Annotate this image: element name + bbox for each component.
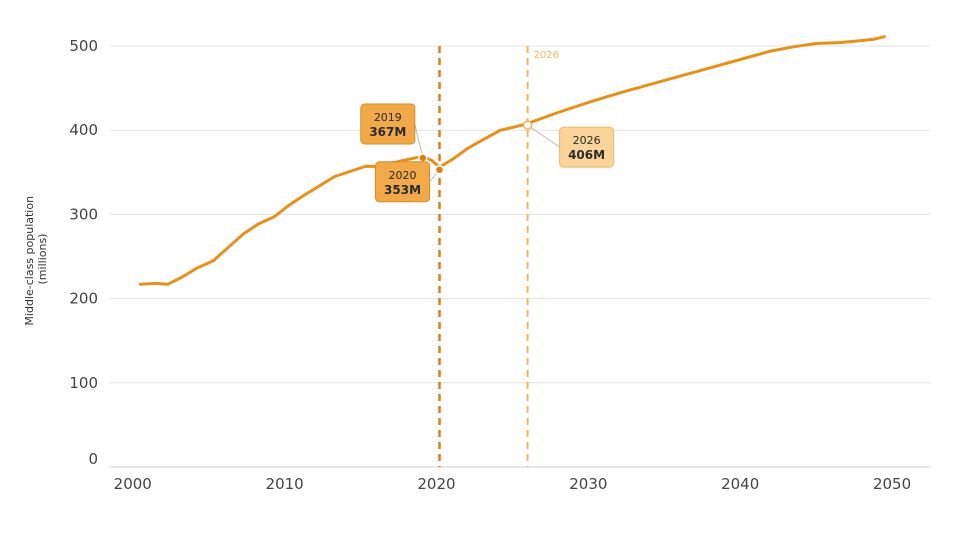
callout-box [360,103,416,145]
y-tick-label: 200 [69,290,98,308]
callout-year: 2020 [389,169,417,182]
reference-line-label: 2026 [534,50,559,61]
x-tick-label: 2000 [114,475,152,493]
series-line [138,35,886,286]
y-tick-label: 0 [88,450,98,468]
callout-leader [414,123,424,159]
x-tick-label: 2050 [873,475,911,493]
callout-box [375,161,431,203]
callout-year: 2026 [573,134,601,147]
y-tick-label: 100 [69,374,98,392]
y-tick-label: 400 [69,121,98,139]
callout-year: 2019 [374,111,402,124]
y-tick-label: 300 [69,205,98,223]
data-point-marker [434,165,445,175]
y-axis-label-line-2: (millions) [36,234,49,285]
y-axis-label-line-1: Middle-class population [23,196,36,326]
reference-lines: 2026 [438,46,559,467]
x-tick-label: 2020 [417,475,455,493]
callout-value: 406M [568,148,605,162]
tick-labels: 0 100 200 300 400 500 2000 2010 2020 2030 2040 2050 [69,37,911,493]
callout-box [559,126,615,168]
gridlines [110,45,930,384]
callout-value: 353M [384,183,421,197]
callout-leader [527,124,560,148]
data-point-marker [522,120,533,130]
series-group [138,35,886,286]
data-point-marker [418,153,428,163]
y-axis-label: Middle-class population (millions) [23,192,49,325]
y-tick-label: 500 [69,37,98,55]
x-tick-label: 2040 [721,475,759,493]
x-tick-label: 2010 [266,475,304,493]
callout-value: 367M [369,125,406,139]
x-tick-label: 2030 [569,475,607,493]
